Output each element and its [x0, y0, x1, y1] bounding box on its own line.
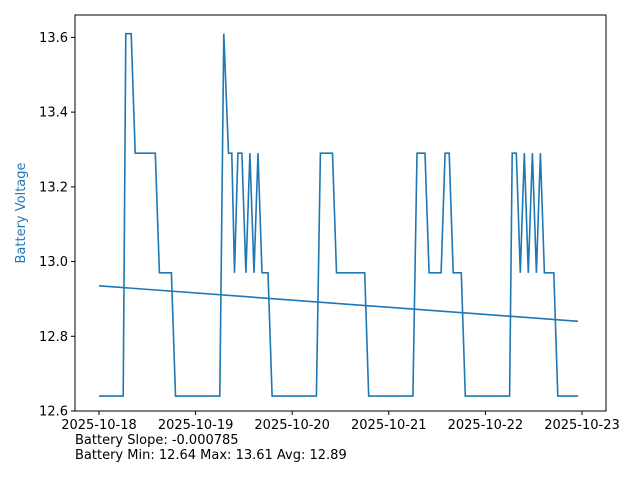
plot-lines [98, 32, 579, 397]
x-tick-label: 2025-10-23 [544, 418, 620, 433]
x-tick-label: 2025-10-21 [351, 418, 427, 433]
x-tick-label: 2025-10-20 [254, 418, 330, 433]
voltage-series-line [99, 32, 578, 397]
y-tick-label: 13.6 [39, 31, 68, 46]
axes-frame [74, 14, 607, 412]
y-tick-label: 13.4 [39, 106, 68, 121]
x-axis-ticks: 2025-10-18 2025-10-19 2025-10-20 2025-10-21… [61, 411, 620, 433]
y-tick-label: 12.6 [39, 405, 68, 420]
x-tick-label: 2025-10-18 [61, 418, 137, 433]
x-tick-label: 2025-10-22 [448, 418, 524, 433]
trend-line [98, 285, 579, 323]
battery-slope-text: Battery Slope: -0.000785 [75, 433, 239, 448]
y-axis-ticks: 12.6 12.8 13.0 13.2 13.4 13.6 [39, 31, 75, 420]
x-tick-label: 2025-10-19 [158, 418, 234, 433]
y-tick-label: 13.0 [39, 255, 68, 270]
battery-minmax-text: Battery Min: 12.64 Max: 13.61 Avg: 12.89 [75, 448, 347, 463]
battery-stats: Battery Slope: -0.000785 Battery Min: 12… [75, 433, 347, 463]
y-tick-label: 12.8 [39, 330, 68, 345]
y-axis-label: Battery Voltage [14, 162, 29, 263]
y-tick-label: 13.2 [39, 180, 68, 195]
